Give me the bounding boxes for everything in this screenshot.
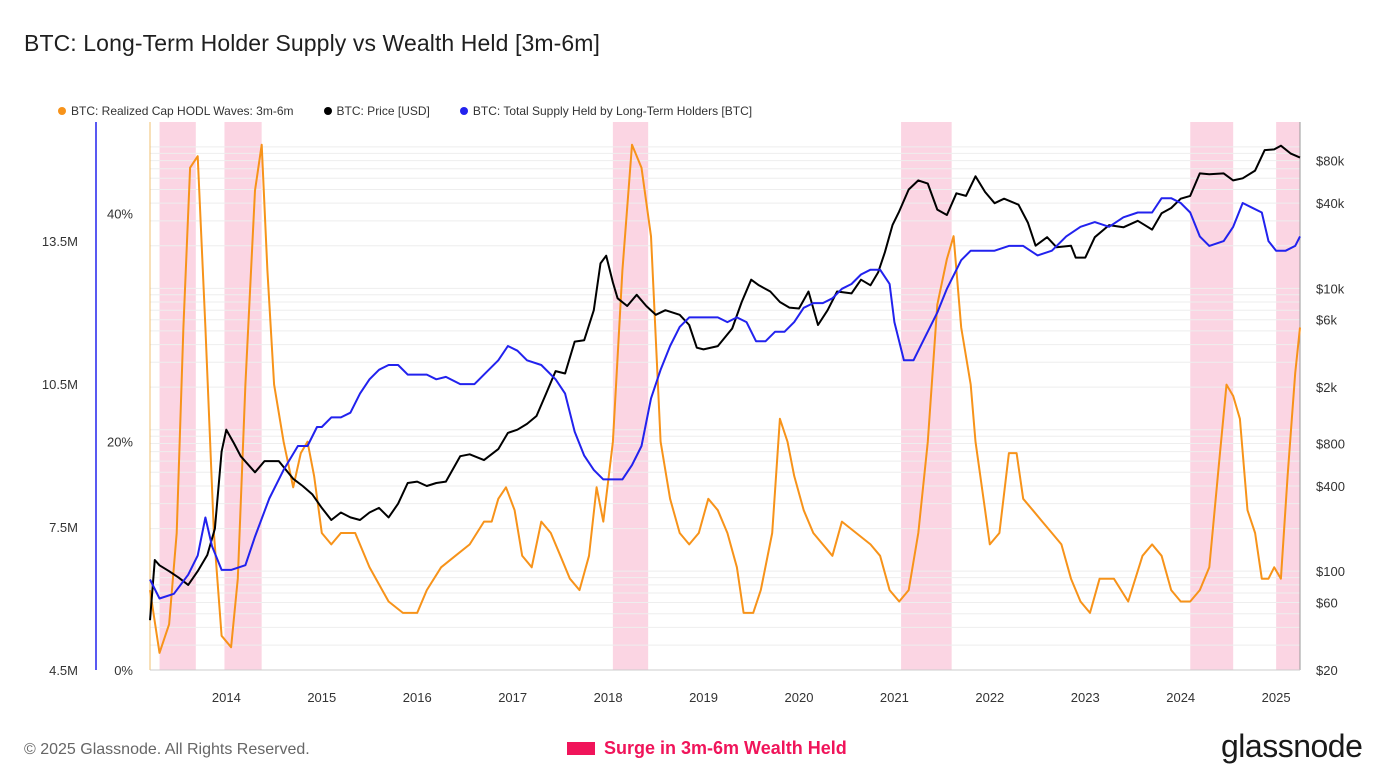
x-tick-label: 2016	[403, 690, 432, 705]
x-tick-label: 2022	[975, 690, 1004, 705]
percent-tick-label: 0%	[114, 663, 133, 678]
copyright-text: © 2025 Glassnode. All Rights Reserved.	[24, 741, 310, 758]
price-tick-label: $6k	[1316, 313, 1337, 328]
brand-logo[interactable]: glassnode	[1221, 728, 1363, 764]
legend-dot-price	[323, 107, 332, 115]
legend-dot-hodl	[58, 107, 66, 115]
supply-tick-label: 7.5M	[49, 520, 78, 535]
legend-label-lth-supply: BTC: Total Supply Held by Long-Term Hold…	[472, 104, 753, 118]
x-tick-label: 2023	[1071, 690, 1100, 705]
price-tick-label: $40k	[1316, 196, 1345, 211]
percent-tick-label: 20%	[107, 435, 133, 450]
x-tick-label: 2021	[880, 690, 909, 705]
legend-label-price: BTC: Price [USD]	[336, 104, 430, 118]
supply-tick-label: 13.5M	[42, 234, 78, 249]
legend-item-hodl[interactable]: BTC: Realized Cap HODL Waves: 3m-6m	[58, 104, 294, 118]
price-tick-label: $20	[1316, 663, 1338, 678]
tick-labels: 2014 2015 2016 2017 2018 2019 2020 2021 2022 2023…	[42, 154, 1345, 705]
x-tick-label: 2020	[785, 690, 814, 705]
highlight-band-0	[159, 122, 196, 670]
highlight-band-5	[1276, 122, 1300, 670]
price-tick-label: $60	[1316, 596, 1338, 611]
legend-dot-lth-supply	[459, 107, 468, 115]
series-lines	[149, 143, 1301, 654]
series-line-lth-supply	[149, 197, 1301, 600]
legend-label-hodl: BTC: Realized Cap HODL Waves: 3m-6m	[71, 104, 294, 118]
price-tick-label: $2k	[1316, 380, 1337, 395]
highlight-bands	[159, 122, 1300, 670]
price-tick-label: $80k	[1316, 154, 1345, 169]
legend-item-lth-supply[interactable]: BTC: Total Supply Held by Long-Term Hold…	[459, 104, 753, 118]
x-tick-label: 2019	[689, 690, 718, 705]
highlight-note: Surge in 3m-6m Wealth Held	[567, 738, 847, 759]
chart-title: BTC: Long-Term Holder Supply vs Wealth H…	[24, 30, 601, 56]
price-tick-label: $800	[1316, 436, 1345, 451]
price-tick-label: $100	[1316, 564, 1345, 579]
legend-item-price[interactable]: BTC: Price [USD]	[323, 104, 430, 118]
x-tick-label: 2024	[1166, 690, 1195, 705]
legend: BTC: Realized Cap HODL Waves: 3m-6m BTC:…	[58, 104, 752, 118]
percent-tick-label: 40%	[107, 206, 133, 221]
price-tick-label: $10k	[1316, 281, 1345, 296]
x-tick-label: 2015	[307, 690, 336, 705]
x-tick-label: 2018	[594, 690, 623, 705]
x-tick-label: 2017	[498, 690, 527, 705]
highlight-band-1	[224, 122, 262, 670]
supply-tick-label: 10.5M	[42, 377, 78, 392]
x-tick-label: 2025	[1262, 690, 1291, 705]
highlight-note-text: Surge in 3m-6m Wealth Held	[604, 738, 847, 758]
highlight-swatch	[567, 742, 595, 755]
highlight-band-2	[612, 122, 649, 670]
supply-tick-label: 4.5M	[49, 663, 78, 678]
axes	[95, 122, 1301, 671]
series-line-hodl	[149, 143, 1301, 654]
series-line-price	[149, 144, 1301, 621]
price-tick-label: $400	[1316, 479, 1345, 494]
highlight-band-4	[1190, 122, 1234, 670]
x-tick-label: 2014	[212, 690, 241, 705]
